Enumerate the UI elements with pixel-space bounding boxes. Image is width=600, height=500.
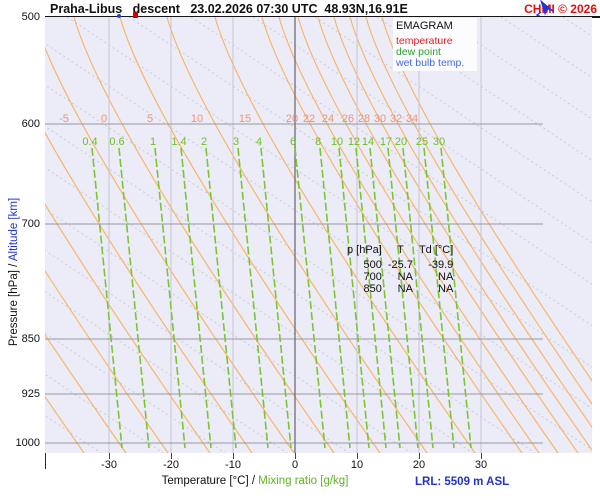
dry-adiabat-label-15: 15 <box>238 113 252 125</box>
temp-tick-20: 20 <box>412 459 426 471</box>
temp-tickmark <box>357 453 358 459</box>
mixing-ratio-label-30: 30 <box>432 136 446 148</box>
legend-item-wet-bulb: wet bulb temp. <box>396 57 465 69</box>
x-axis-title-temperature: Temperature [°C] <box>161 475 249 487</box>
temp-tickmark <box>171 453 172 459</box>
legend-item-temperature: temperature <box>396 35 453 47</box>
mixing-ratio-label-4: 4 <box>255 136 263 148</box>
mixing-ratio-label-17: 17 <box>379 136 393 148</box>
dry-adiabat-label-26: 26 <box>341 113 355 125</box>
mixing-ratio-label-3: 3 <box>232 136 240 148</box>
page-title: Praha-Libus descent 23.02.2026 07:30 UTC… <box>50 2 408 16</box>
dry-adiabat-label-32: 32 <box>389 113 403 125</box>
temp-tickmark <box>109 453 110 459</box>
mixing-ratio-label-25: 25 <box>415 136 429 148</box>
dry-adiabat-label--5: -5 <box>59 113 69 125</box>
mixing-ratio-label-14: 14 <box>361 136 375 148</box>
dry-adiabat-label-28: 28 <box>357 113 371 125</box>
sounding-table-cell: NA <box>397 283 413 295</box>
col-temperature: T <box>397 244 404 256</box>
emagram-lines-canvas <box>45 17 592 453</box>
temp-tick--20: -20 <box>163 459 179 471</box>
sounding-table-row: 500 -25.7 -39.9 <box>344 259 456 271</box>
mixing-ratio-label-1: 1 <box>149 136 157 148</box>
mixing-ratio-label-2: 2 <box>200 136 208 148</box>
sounding-table-header-row: p [hPa] T Td [°C] <box>344 244 456 259</box>
temperature-point-marker <box>133 12 138 18</box>
dry-adiabat-label-5: 5 <box>146 113 154 125</box>
dry-adiabat-label-20: 20 <box>285 113 299 125</box>
mixing-ratio-label-12: 12 <box>347 136 361 148</box>
sounding-table-cell: NA <box>438 283 454 295</box>
y-axis-title-separator: / <box>8 261 20 271</box>
mixing-ratio-label-8: 8 <box>314 136 322 148</box>
sounding-table: p [hPa] T Td [°C] 500 -25.7 -39.9 700 NA NA 85… <box>344 244 456 295</box>
x-axis-title-mixing-ratio: Mixing ratio [g/kg] <box>258 475 349 487</box>
dry-adiabat-label-0: 0 <box>100 113 108 125</box>
mixing-ratio-label-0.4: 0.4 <box>82 136 98 148</box>
mixing-ratio-lines <box>91 147 472 449</box>
legend-item-dew-point: dew point <box>396 46 441 58</box>
wet-adiabat-lines <box>45 17 592 453</box>
sounding-table-cell: 500 <box>363 259 382 271</box>
sounding-table-cell: 700 <box>363 271 382 283</box>
sounding-table-cell: NA <box>397 271 413 283</box>
sounding-table-cell: -25.7 <box>387 259 413 271</box>
temp-tick-0: 0 <box>291 459 299 471</box>
dry-adiabat-label-24: 24 <box>321 113 335 125</box>
temp-tick-30: 30 <box>474 459 488 471</box>
sounding-table-row: 850 NA NA <box>344 283 456 295</box>
sounding-table-row: 700 NA NA <box>344 271 456 283</box>
temp-tick--30: -30 <box>101 459 117 471</box>
dry-adiabat-label-10: 10 <box>190 113 204 125</box>
temp-tick-10: 10 <box>350 459 364 471</box>
dry-adiabat-label-22: 22 <box>302 113 316 125</box>
mixing-ratio-label-20: 20 <box>394 136 408 148</box>
pressure-tick-925: 925 <box>21 388 40 400</box>
legend-box: EMAGRAM temperature dew point wet bulb t… <box>393 18 477 71</box>
temp-tickmark <box>481 453 482 459</box>
col-pressure: p [hPa] <box>347 244 382 256</box>
dry-adiabat-label-30: 30 <box>373 113 387 125</box>
sounding-table-cell: NA <box>438 271 454 283</box>
temp-tickmark <box>419 453 420 459</box>
mixing-ratio-label-0.6: 0.6 <box>109 136 125 148</box>
temp-tick--10: -10 <box>225 459 241 471</box>
legend-title: EMAGRAM <box>396 20 453 32</box>
col-dewpoint: Td [°C] <box>418 244 454 256</box>
temp-tickmark <box>295 453 296 459</box>
dry-adiabat-label-34: 34 <box>405 113 419 125</box>
dry-adiabat-lines <box>45 17 592 453</box>
mixing-ratio-label-6: 6 <box>289 136 297 148</box>
mixing-ratio-label-10: 10 <box>330 136 344 148</box>
mixing-ratio-label-1.4: 1.4 <box>171 136 187 148</box>
emagram-plot-area[interactable]: -5 0 5 10 15 20 22 24 26 28 30 32 34 0.4 0.6 1 1.4 2 3 4 6 8… <box>45 17 592 453</box>
pressure-tick-1000: 1000 <box>15 437 40 449</box>
isotherm-gridlines <box>108 17 482 453</box>
pressure-tick-600: 600 <box>21 118 40 130</box>
x-axis-title-separator: / <box>248 475 259 487</box>
pressure-tick-850: 850 <box>21 333 40 345</box>
pressure-tick-700: 700 <box>21 218 40 230</box>
sounding-table-cell: -39.9 <box>428 259 454 271</box>
lifting-level-text: LRL: 5509 m ASL <box>415 476 510 488</box>
pressure-tick-500: 500 <box>21 11 40 23</box>
sounding-table-cell: 850 <box>363 283 382 295</box>
wet-bulb-point-marker <box>117 14 121 18</box>
x-axis-title: Temperature [°C] / Mixing ratio [g/kg] <box>162 475 349 487</box>
temp-tickmark <box>233 453 234 459</box>
